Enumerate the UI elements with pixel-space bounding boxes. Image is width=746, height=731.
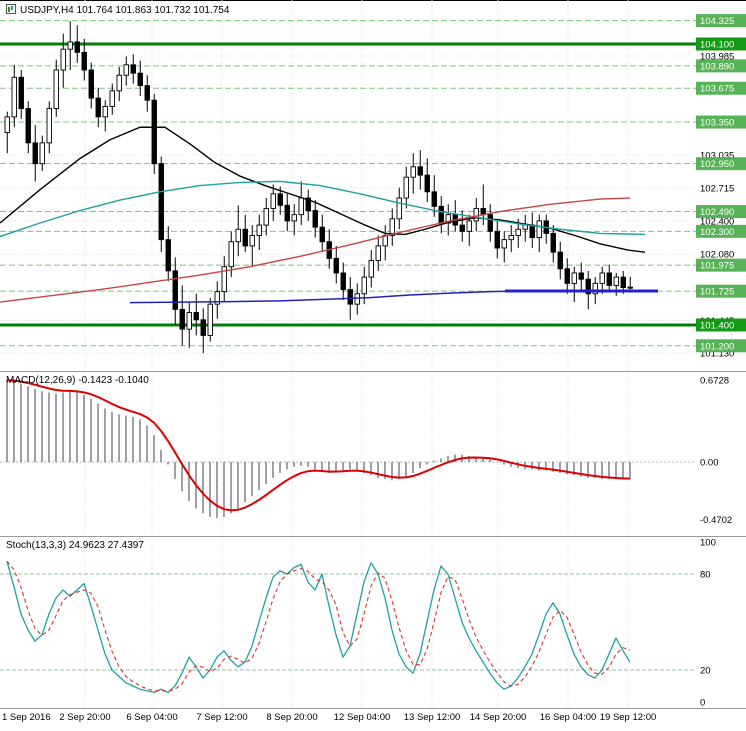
price-level-badge-text: 101.200 xyxy=(700,341,734,352)
symbol-ohlc-label: USDJPY,H4 101.764 101.863 101.732 101.75… xyxy=(20,5,230,16)
price-axis-label: 101.130 xyxy=(700,349,734,360)
stoch-d-line xyxy=(6,560,631,692)
stochastic-panel[interactable]: 100 80 20 0 xyxy=(0,536,746,708)
stoch-axis-label: 100 xyxy=(700,538,716,549)
price-level-badge: 102.950 xyxy=(696,157,746,171)
macd-panel[interactable]: 0.6728 0.00 -0.4702 xyxy=(0,371,746,536)
candles-series xyxy=(4,21,633,354)
price-level-badge: 104.325 xyxy=(696,14,746,28)
price-level-badge-text: 102.300 xyxy=(700,227,734,238)
price-level-badge: 103.675 xyxy=(696,81,746,95)
price-level-badge: 103.890 xyxy=(696,59,746,73)
price-level-badge-text: 104.100 xyxy=(700,40,734,51)
macd-axis-label: -0.4702 xyxy=(700,515,732,526)
time-axis-label: 14 Sep 20:00 xyxy=(469,712,527,723)
time-axis-label: 1 Sep 2016 xyxy=(2,712,51,723)
price-level-badge: 101.400 xyxy=(696,318,746,332)
price-level-badge-text: 102.490 xyxy=(700,207,734,218)
ma-blue xyxy=(129,290,516,304)
time-axis-label: 12 Sep 04:00 xyxy=(333,712,391,723)
price-axis-label: 102.715 xyxy=(700,184,734,195)
macd-signal-line xyxy=(6,379,631,512)
price-level-badge-text: 101.400 xyxy=(700,320,734,331)
price-level-badge-text: 101.975 xyxy=(700,261,734,272)
macd-axis-label: 0.00 xyxy=(700,458,719,469)
price-level-badge: 101.725 xyxy=(696,284,746,298)
price-level-badge-text: 101.725 xyxy=(700,287,734,298)
time-axis-label: 16 Sep 04:00 xyxy=(539,712,597,723)
panel-separator xyxy=(0,708,746,709)
time-axis[interactable]: 1 Sep 2016 2 Sep 20:00 6 Sep 04:00 7 Sep 12… xyxy=(0,708,746,731)
price-level-badge: 102.300 xyxy=(696,224,746,238)
ma-red xyxy=(0,197,631,303)
ma-teal xyxy=(0,180,646,238)
stoch-axis-label: 0 xyxy=(700,698,705,709)
price-level-badge-text: 103.350 xyxy=(700,118,734,129)
price-level-badge: 104.100 xyxy=(696,37,746,51)
time-axis-label: 6 Sep 04:00 xyxy=(126,712,178,723)
stoch-axis-label: 20 xyxy=(700,666,711,677)
time-axis-label: 13 Sep 12:00 xyxy=(403,712,461,723)
price-level-badge: 103.350 xyxy=(696,115,746,129)
price-axis-label: 102.400 xyxy=(700,216,734,227)
stoch-axis-label: 80 xyxy=(700,570,711,581)
price-level-badge-text: 102.950 xyxy=(700,159,734,170)
price-level-badge-text: 104.325 xyxy=(700,16,734,27)
price-axis-label: 103.985 xyxy=(700,51,734,62)
time-axis-label: 7 Sep 12:00 xyxy=(196,712,248,723)
price-level-badge: 102.490 xyxy=(696,205,746,219)
macd-histogram xyxy=(6,380,631,519)
chart-header: USDJPY,H4 101.764 101.863 101.732 101.75… xyxy=(6,4,229,17)
stoch-label: Stoch(13,3,3) 24.9623 27.4397 xyxy=(6,540,144,551)
price-level-badge-text: 103.675 xyxy=(700,84,734,95)
window-top-border xyxy=(0,0,746,1)
time-axis-label: 8 Sep 20:00 xyxy=(266,712,318,723)
price-axis-label: 103.035 xyxy=(700,150,734,161)
time-axis-label: 19 Sep 12:00 xyxy=(599,712,657,723)
candlestick-chart-icon xyxy=(6,4,16,17)
price-axis-label: 102.080 xyxy=(700,250,734,261)
macd-axis-label: 0.6728 xyxy=(700,375,729,386)
panel-separator xyxy=(0,371,746,372)
panel-separator xyxy=(0,536,746,537)
time-axis-label: 2 Sep 20:00 xyxy=(59,712,111,723)
price-level-badge: 101.200 xyxy=(696,339,746,353)
price-level-badge-text: 103.890 xyxy=(700,61,734,72)
price-level-badge: 101.975 xyxy=(696,258,746,272)
stoch-k-line xyxy=(6,561,631,694)
price-chart-panel[interactable]: 103.985 103.035 102.715 102.400 102.080 101.4… xyxy=(0,0,746,371)
macd-label: MACD(12,26,9) -0.1423 -0.1040 xyxy=(6,375,149,386)
